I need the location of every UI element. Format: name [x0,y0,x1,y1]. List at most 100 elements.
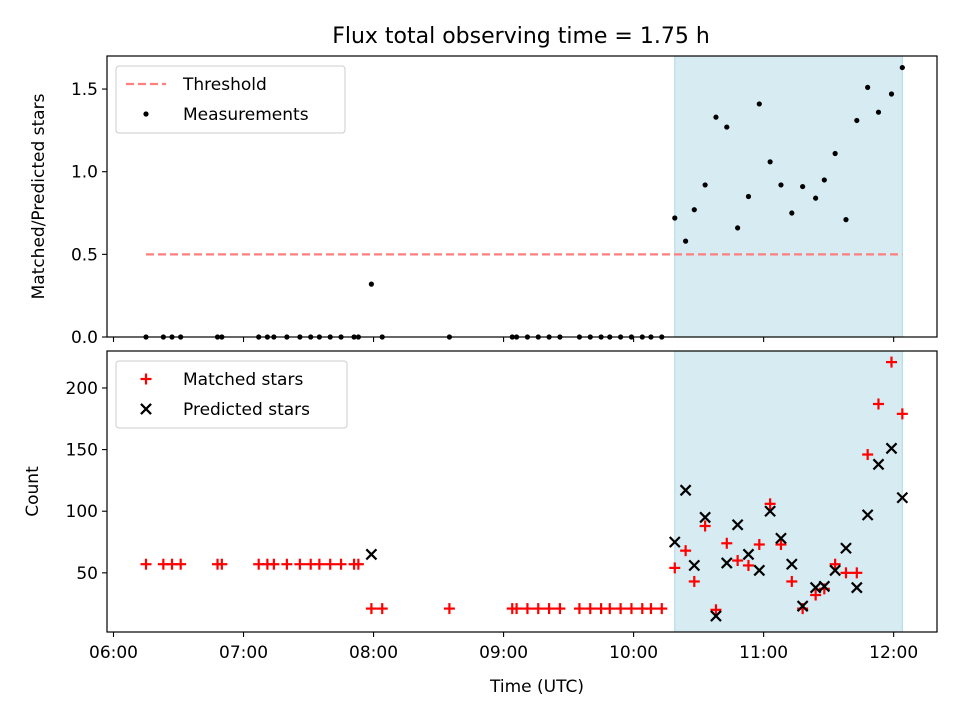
data-point [764,498,776,510]
cross-b [796,600,809,612]
data-point [604,603,616,615]
x-tick-label: 06:00 [89,643,138,663]
legend-box [115,65,346,134]
top-panel: 0.0 0.5 1.0 1.5 Matched/Predicted stars Thres… [29,55,938,348]
y-tick-label: 1.5 [71,80,98,100]
data-point [888,91,895,97]
x-tick-label: 08:00 [349,643,398,663]
y-tick-label: 100 [66,502,98,522]
legend-label: Predicted stars [183,400,310,420]
data-point [140,558,152,570]
data-point [668,536,681,548]
y-tick-label: 150 [66,441,98,461]
data-point [313,558,325,570]
data-point [875,109,882,115]
data-point [656,603,668,615]
data-point [702,182,708,188]
legend-label: Matched stars [183,370,303,390]
data-point [688,559,701,572]
data-point [745,193,752,200]
cross-b [140,403,152,415]
data-point [699,520,711,532]
data-point [721,537,733,549]
data-point [521,603,533,615]
x-axis-label: Time (UTC) [489,677,584,697]
cross-b [896,491,909,504]
cross-b [731,518,744,531]
cross-b [742,548,755,561]
legend-marker [143,111,149,117]
data-point [724,124,730,130]
data-point [365,548,378,561]
legend-entry-predicted-stars: Predicted stars [140,400,310,420]
data-point [885,356,897,368]
data-point [896,491,909,504]
data-point [679,484,692,497]
data-point [584,603,596,615]
data-point [294,558,306,570]
data-point [861,509,874,521]
cross-b [829,564,841,577]
data-point [899,64,905,71]
data-point [625,603,637,615]
data-point [645,603,657,615]
data-point [532,603,544,615]
data-point [669,562,681,574]
data-point [731,518,744,531]
series-predicted-stars [365,442,909,622]
y-axis-label: Matched/Predicted stars [29,93,49,299]
data-point [691,207,697,213]
data-point [829,558,841,570]
x-tick-label: 11:00 [739,643,788,663]
data-point [829,564,841,577]
y-axis-label: Count [23,466,43,517]
data-point [742,559,754,571]
data-point [800,183,806,190]
data-point [710,610,722,622]
y-tick-label: 200 [66,379,98,399]
data-point [511,603,523,615]
data-point [818,580,831,593]
data-point [840,567,852,579]
cross-b [679,484,692,497]
data-point [872,398,884,410]
cross-b [699,511,711,524]
data-point [175,558,187,570]
y-tick-label: 50 [76,564,98,584]
cross-b [872,458,885,471]
legend-marker [140,403,152,415]
cross-b [885,442,898,455]
data-point [850,581,863,594]
data-point [785,558,798,571]
data-point [756,101,762,107]
axes-frame [106,350,938,633]
data-point [767,159,773,165]
shaded-span [674,350,903,633]
cross-b [720,557,733,569]
cross-b [365,548,378,561]
data-point [324,558,336,570]
bottom-panel: 50 100 150 200 06:00 07:00 08:00 09:00 10:00 11:0… [23,350,938,697]
data-point [335,558,347,570]
legend-box [115,360,348,429]
x-tick-label: 09:00 [479,643,528,663]
data-point [840,542,852,555]
data-point [862,449,874,461]
legend-entry-matched-stars: Matched stars [140,370,303,390]
data-point [854,117,860,124]
legend: Matched stars Predicted stars [115,360,348,429]
legend-entry-threshold: Threshold [126,75,267,95]
data-point [699,511,711,524]
data-point [543,603,555,615]
data-point [268,558,280,570]
data-point [443,603,455,615]
data-point [753,564,766,577]
data-point [216,558,228,570]
data-point [365,603,377,615]
cross-b [850,581,863,594]
data-point [735,225,741,231]
axes-frame [106,55,938,338]
data-point [764,505,776,518]
x-tick-label: 07:00 [219,643,268,663]
